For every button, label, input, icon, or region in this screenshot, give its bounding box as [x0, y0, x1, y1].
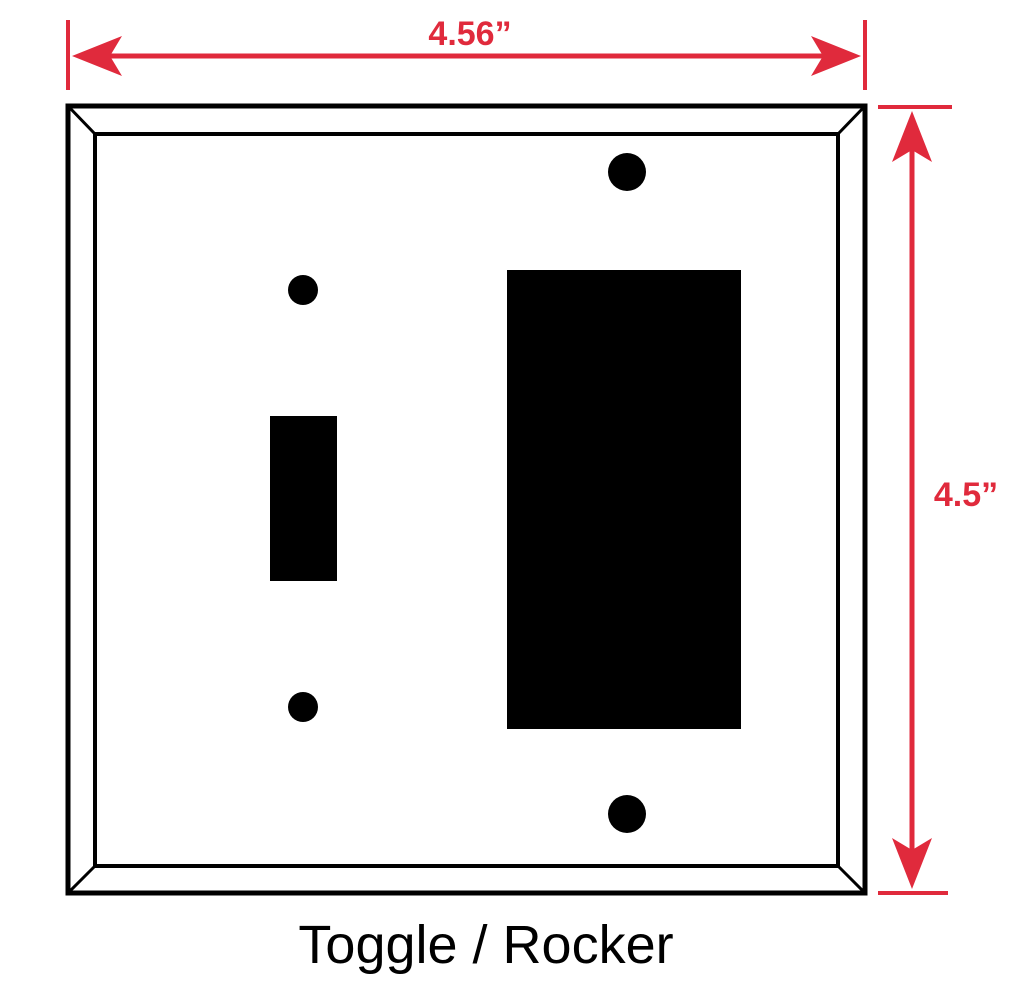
height-dimension: 4.5”: [878, 105, 998, 895]
rocker-screw-hole-top: [608, 153, 646, 191]
bevel-top-right: [836, 104, 867, 136]
plate-outer-border: [65, 103, 868, 896]
height-label: 4.5”: [934, 476, 998, 514]
width-dimension: 4.56”: [66, 15, 867, 90]
width-arrowhead-left: [72, 36, 122, 76]
plate-caption: Toggle / Rocker: [298, 915, 673, 975]
plate-inner-border: [93, 132, 840, 868]
height-arrowhead-top: [892, 111, 932, 162]
toggle-opening: [270, 416, 337, 581]
toggle-screw-hole-top: [288, 275, 318, 305]
rocker-screw-hole-bottom: [608, 795, 646, 833]
width-arrowhead-right: [811, 36, 861, 76]
wall-plate: [65, 103, 868, 896]
bevel-bottom-right: [836, 864, 867, 895]
toggle-screw-hole-bottom: [288, 692, 318, 722]
height-arrowhead-bottom: [892, 838, 932, 889]
rocker-opening: [507, 270, 741, 729]
bevel-top-left: [66, 104, 97, 136]
width-label: 4.56”: [428, 15, 511, 53]
bevel-bottom-left: [66, 864, 97, 895]
